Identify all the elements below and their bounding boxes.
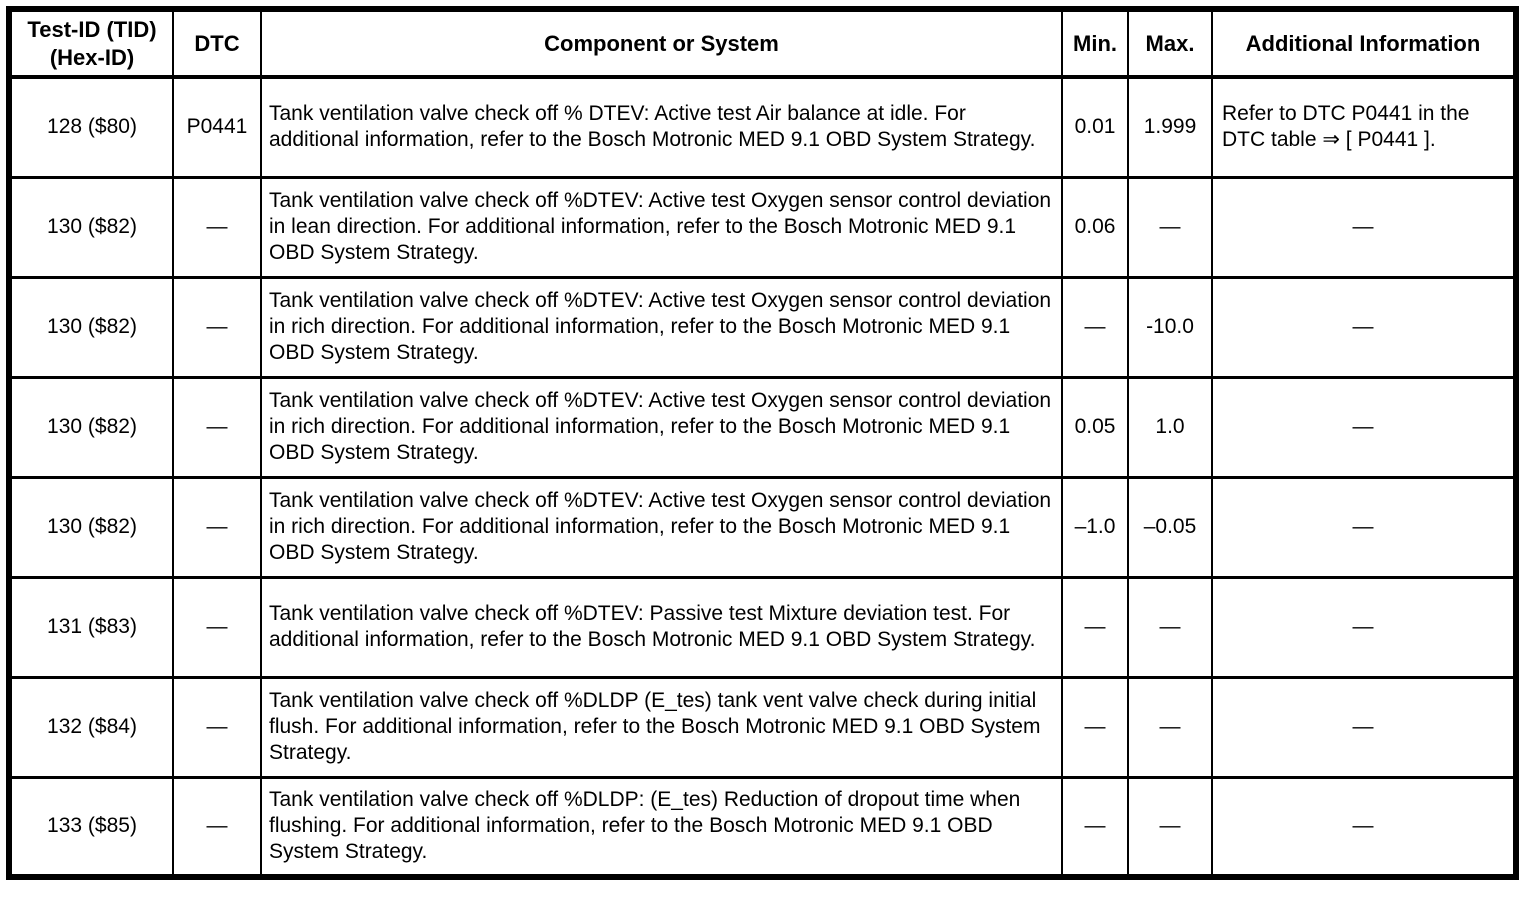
table-header: Test-ID (TID) (Hex-ID) DTC Component or … bbox=[8, 8, 1517, 79]
column-header-max: Max. bbox=[1127, 8, 1213, 79]
cell-component: Tank ventilation valve check off %DTEV: … bbox=[260, 575, 1063, 679]
cell-test-id: 133 ($85) bbox=[8, 775, 174, 879]
cell-min: — bbox=[1061, 575, 1129, 679]
cell-additional: — bbox=[1211, 275, 1517, 379]
cell-max: — bbox=[1127, 775, 1213, 879]
cell-max: — bbox=[1127, 175, 1213, 279]
column-header-min: Min. bbox=[1061, 8, 1129, 79]
cell-component: Tank ventilation valve check off %DTEV: … bbox=[260, 175, 1063, 279]
cell-max: — bbox=[1127, 575, 1213, 679]
column-header-test-id-line2: (Hex-ID) bbox=[49, 44, 135, 70]
cell-max: — bbox=[1127, 675, 1213, 779]
table-row: 130 ($82) — Tank ventilation valve check… bbox=[8, 175, 1517, 279]
cell-additional: — bbox=[1211, 575, 1517, 679]
column-header-test-id: Test-ID (TID) (Hex-ID) bbox=[8, 8, 174, 79]
cell-max: 1.0 bbox=[1127, 375, 1213, 479]
cell-component: Tank ventilation valve check off %DTEV: … bbox=[260, 275, 1063, 379]
cell-max: –0.05 bbox=[1127, 475, 1213, 579]
cell-dtc: — bbox=[172, 275, 262, 379]
column-header-additional: Additional Information bbox=[1211, 8, 1517, 79]
cell-min: 0.05 bbox=[1061, 375, 1129, 479]
cell-test-id: 130 ($82) bbox=[8, 375, 174, 479]
cell-min: 0.06 bbox=[1061, 175, 1129, 279]
cell-min: –1.0 bbox=[1061, 475, 1129, 579]
cell-additional: — bbox=[1211, 775, 1517, 879]
cell-test-id: 132 ($84) bbox=[8, 675, 174, 779]
cell-min: 0.01 bbox=[1061, 75, 1129, 179]
header-row: Test-ID (TID) (Hex-ID) DTC Component or … bbox=[8, 8, 1517, 79]
table-row: 133 ($85) — Tank ventilation valve check… bbox=[8, 775, 1517, 879]
column-header-component: Component or System bbox=[260, 8, 1063, 79]
obd-test-id-table: Test-ID (TID) (Hex-ID) DTC Component or … bbox=[6, 6, 1519, 880]
cell-additional: — bbox=[1211, 675, 1517, 779]
cell-additional: Refer to DTC P0441 in the DTC table ⇒ [ … bbox=[1211, 75, 1517, 179]
cell-component: Tank ventilation valve check off % DTEV:… bbox=[260, 75, 1063, 179]
cell-component: Tank ventilation valve check off %DLDP (… bbox=[260, 675, 1063, 779]
cell-dtc: — bbox=[172, 675, 262, 779]
cell-additional: — bbox=[1211, 475, 1517, 579]
cell-dtc: P0441 bbox=[172, 75, 262, 179]
cell-additional: — bbox=[1211, 175, 1517, 279]
table-body: 128 ($80) P0441 Tank ventilation valve c… bbox=[8, 75, 1517, 879]
cell-min: — bbox=[1061, 775, 1129, 879]
table-row: 130 ($82) — Tank ventilation valve check… bbox=[8, 275, 1517, 379]
cell-dtc: — bbox=[172, 775, 262, 879]
column-header-dtc: DTC bbox=[172, 8, 262, 79]
cell-test-id: 131 ($83) bbox=[8, 575, 174, 679]
table-row: 130 ($82) — Tank ventilation valve check… bbox=[8, 475, 1517, 579]
cell-max: 1.999 bbox=[1127, 75, 1213, 179]
cell-test-id: 128 ($80) bbox=[8, 75, 174, 179]
cell-test-id: 130 ($82) bbox=[8, 275, 174, 379]
cell-test-id: 130 ($82) bbox=[8, 475, 174, 579]
table-row: 128 ($80) P0441 Tank ventilation valve c… bbox=[8, 75, 1517, 179]
cell-max: -10.0 bbox=[1127, 275, 1213, 379]
cell-dtc: — bbox=[172, 175, 262, 279]
table-row: 132 ($84) — Tank ventilation valve check… bbox=[8, 675, 1517, 779]
cell-dtc: — bbox=[172, 475, 262, 579]
cell-min: — bbox=[1061, 275, 1129, 379]
table-row: 131 ($83) — Tank ventilation valve check… bbox=[8, 575, 1517, 679]
cell-test-id: 130 ($82) bbox=[8, 175, 174, 279]
cell-min: — bbox=[1061, 675, 1129, 779]
cell-additional: — bbox=[1211, 375, 1517, 479]
column-header-test-id-line1: Test-ID (TID) bbox=[27, 17, 157, 42]
cell-dtc: — bbox=[172, 375, 262, 479]
table-row: 130 ($82) — Tank ventilation valve check… bbox=[8, 375, 1517, 479]
cell-component: Tank ventilation valve check off %DTEV: … bbox=[260, 375, 1063, 479]
cell-component: Tank ventilation valve check off %DTEV: … bbox=[260, 475, 1063, 579]
cell-component: Tank ventilation valve check off %DLDP: … bbox=[260, 775, 1063, 879]
cell-dtc: — bbox=[172, 575, 262, 679]
